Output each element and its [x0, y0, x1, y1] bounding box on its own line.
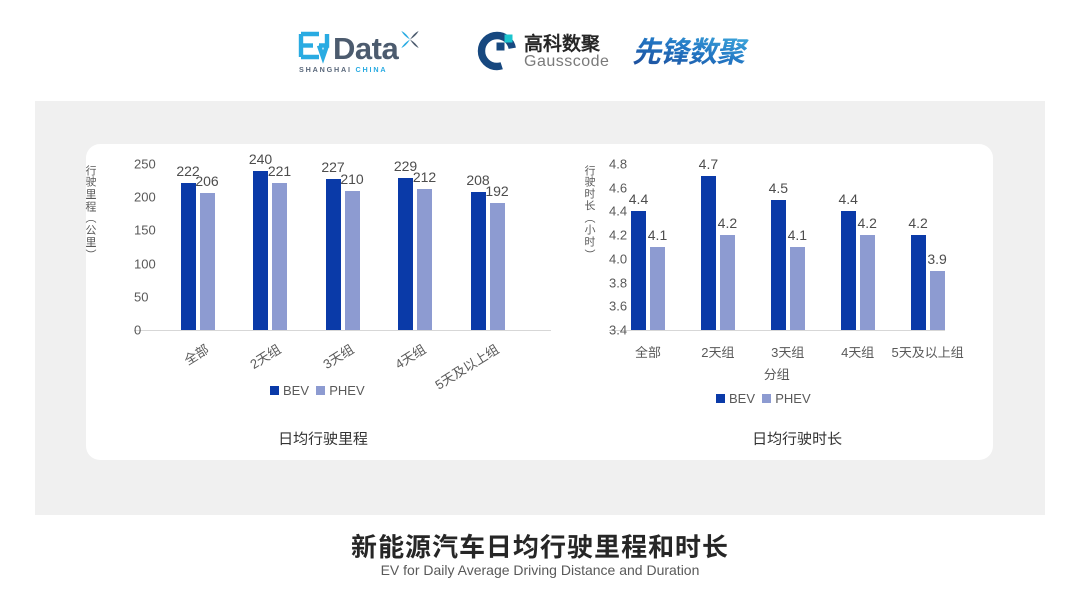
svg-text:高科数聚: 高科数聚: [524, 32, 601, 55]
svg-text:Data: Data: [333, 31, 399, 66]
svg-text:先锋数聚: 先锋数聚: [632, 37, 749, 69]
svg-text:SHANGHAI CHINA: SHANGHAI CHINA: [299, 65, 387, 74]
svg-text:Gausscode: Gausscode: [524, 53, 609, 70]
